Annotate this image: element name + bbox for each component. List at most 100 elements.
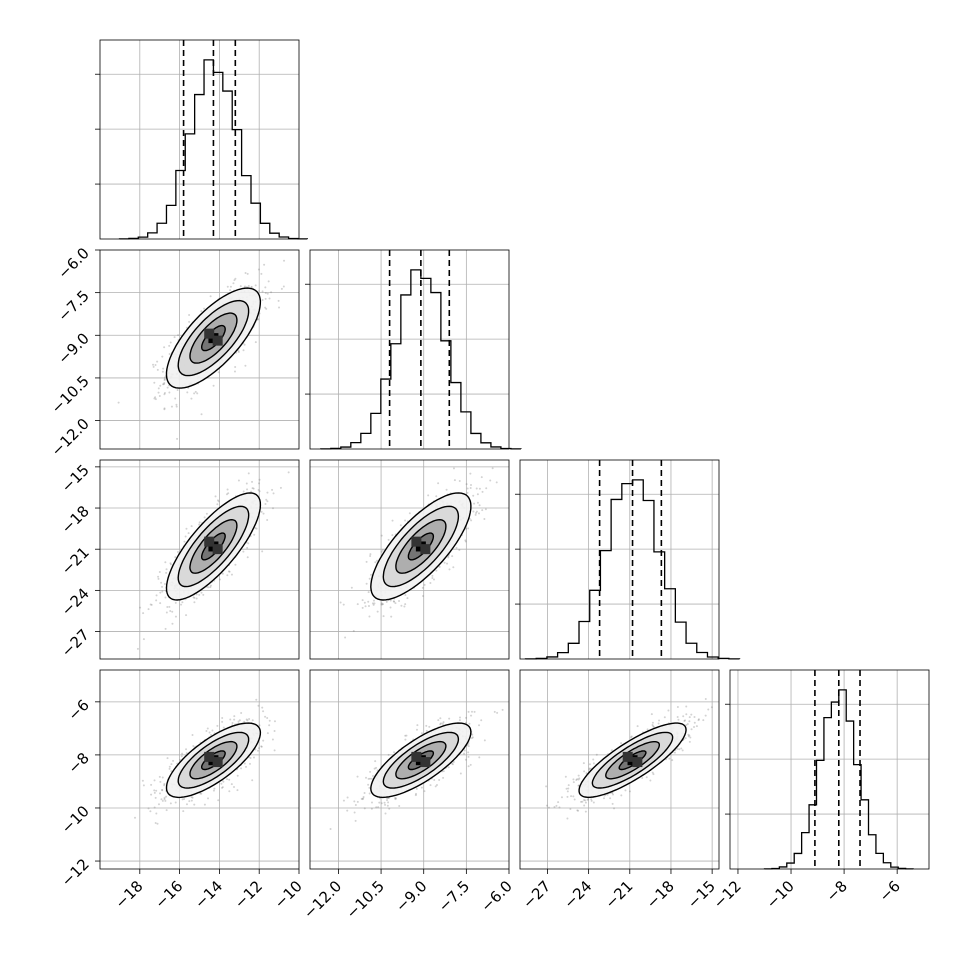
density-core	[411, 751, 422, 762]
scatter-point	[685, 705, 688, 708]
scatter-point	[163, 407, 166, 410]
scatter-point	[247, 285, 250, 288]
scatter-point	[380, 602, 383, 605]
scatter-point	[258, 478, 261, 481]
scatter-point	[573, 798, 576, 801]
scatter-point	[451, 762, 454, 765]
scatter-point	[188, 800, 191, 803]
x-tick-label-2-0: −27	[519, 877, 554, 912]
scatter-point	[380, 603, 383, 606]
scatter-point	[155, 599, 158, 602]
scatter-point	[171, 622, 174, 625]
scatter-point	[237, 479, 240, 482]
scatter-point	[545, 804, 548, 807]
scatter-point	[578, 777, 581, 780]
scatter-point	[370, 801, 373, 804]
scatter-point	[624, 789, 627, 792]
scatter-content-2-1	[339, 467, 498, 639]
scatter-point	[166, 757, 169, 760]
scatter-point	[192, 745, 195, 748]
scatter-point	[435, 783, 438, 786]
scatter-point	[156, 822, 159, 825]
x-tick-label-1-1: −10.5	[343, 877, 388, 922]
scatter-point	[403, 605, 406, 608]
scatter-point	[193, 392, 196, 395]
scatter-point	[572, 795, 575, 798]
scatter-point	[200, 591, 203, 594]
scatter-point	[458, 549, 461, 552]
scatter-point	[646, 728, 649, 731]
scatter-point	[415, 728, 418, 731]
scatter-point	[683, 720, 686, 723]
scatter-point	[173, 336, 176, 339]
scatter-point	[452, 566, 455, 569]
scatter-point	[170, 405, 173, 408]
scatter-point	[242, 550, 245, 553]
scatter-point	[688, 720, 691, 723]
scatter-point	[361, 606, 364, 609]
scatter-point	[363, 807, 366, 810]
density-core	[212, 544, 223, 555]
scatter-point	[680, 747, 683, 750]
scatter-point	[467, 527, 470, 530]
scatter-panel-2-0: −27 −24 −21 −18 −15	[58, 459, 300, 661]
scatter-point	[177, 334, 180, 337]
scatter-point	[470, 710, 473, 713]
scatter-point	[161, 590, 164, 593]
scatter-point	[458, 479, 461, 482]
scatter-point	[255, 698, 258, 701]
scatter-point	[163, 379, 166, 382]
scatter-point	[168, 391, 171, 394]
scatter-point	[142, 784, 145, 787]
scatter-point	[234, 277, 237, 280]
scatter-point	[160, 581, 163, 584]
scatter-point	[268, 724, 271, 727]
scatter-point	[207, 586, 210, 589]
scatter-point	[373, 602, 376, 605]
scatter-point	[246, 556, 249, 559]
scatter-point	[257, 482, 260, 485]
scatter-point	[152, 363, 155, 366]
scatter-point	[469, 763, 472, 766]
scatter-point	[405, 734, 408, 737]
scatter-point	[422, 595, 425, 598]
scatter-content-2-0	[136, 471, 290, 650]
scatter-point	[576, 778, 579, 781]
scatter-point	[476, 493, 479, 496]
scatter-point	[273, 720, 276, 723]
scatter-point	[478, 756, 481, 759]
scatter-point	[437, 719, 440, 722]
scatter-point	[575, 778, 578, 781]
hist-panel-3	[725, 669, 930, 870]
scatter-point	[166, 605, 169, 608]
scatter-point	[451, 763, 454, 766]
scatter-point	[682, 715, 685, 718]
scatter-point	[117, 401, 120, 404]
scatter-point	[199, 792, 202, 795]
y-tick-label-1-4: −6.0	[54, 244, 92, 282]
scatter-point	[171, 610, 174, 613]
scatter-point	[191, 796, 194, 799]
scatter-point	[365, 582, 368, 585]
scatter-point	[374, 760, 377, 763]
scatter-point	[567, 787, 570, 790]
scatter-point	[242, 490, 245, 493]
scatter-point	[174, 556, 177, 559]
scatter-point	[369, 777, 372, 780]
scatter-point	[707, 708, 710, 711]
scatter-point	[264, 291, 267, 294]
scatter-point	[376, 610, 379, 613]
scatter-point	[213, 787, 216, 790]
scatter-point	[478, 487, 481, 490]
x-tick-label-0-0: −18	[112, 877, 147, 912]
scatter-point	[376, 559, 379, 562]
scatter-point	[244, 364, 247, 367]
scatter-point	[176, 551, 179, 554]
scatter-point	[356, 603, 359, 606]
x-tick-label-0-2: −14	[191, 877, 226, 912]
scatter-point	[560, 796, 563, 799]
scatter-point	[236, 789, 239, 792]
scatter-point	[270, 291, 273, 294]
scatter-point	[470, 737, 473, 740]
scatter-point	[702, 719, 705, 722]
